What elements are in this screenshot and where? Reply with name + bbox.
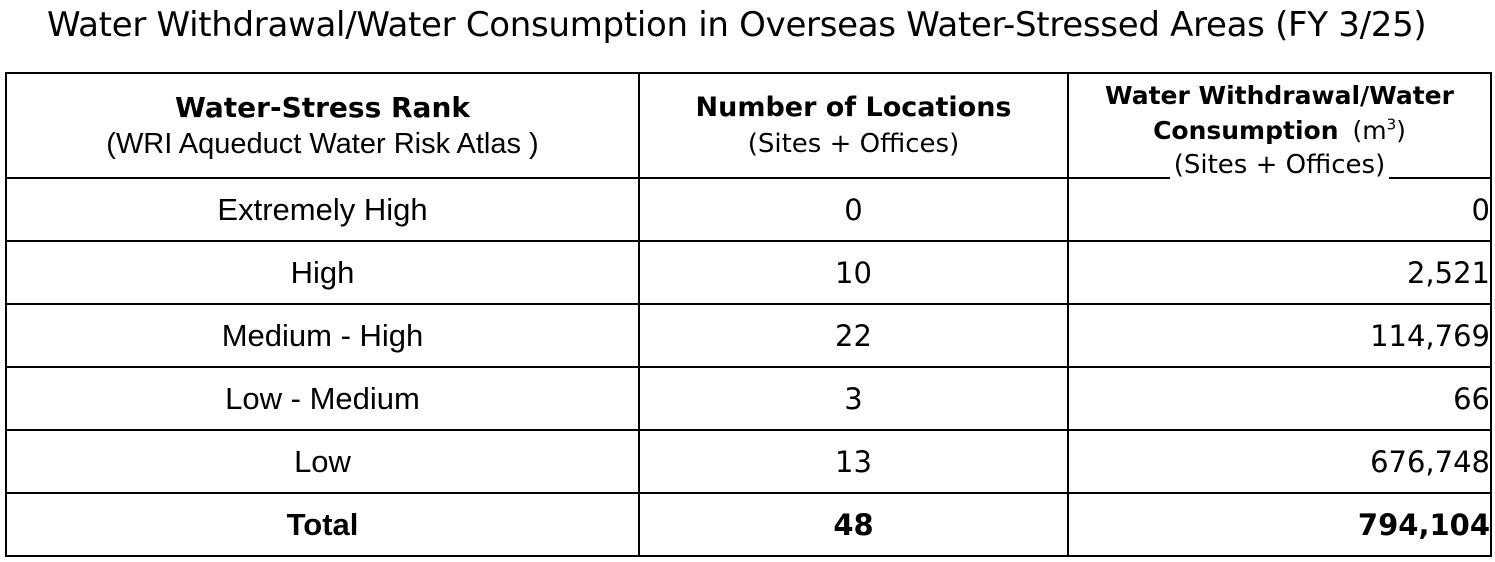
withdrawal-unit: (m3) [1352, 115, 1406, 145]
cell-rank: Low [5, 429, 640, 494]
rank-header-subtitle: (WRI Aqueduct Water Risk Atlas ) [106, 128, 539, 160]
column-header-rank: Water-Stress Rank (WRI Aqueduct Water Ri… [5, 72, 640, 179]
m3-superscript: 3 [1386, 115, 1397, 134]
cell-rank: Low - Medium [5, 366, 640, 431]
locations-header-subtitle: (Sites + Offices) [747, 129, 960, 159]
column-header-locations: Number of Locations (Sites + Offices) [638, 72, 1069, 179]
header-row: Water-Stress Rank (WRI Aqueduct Water Ri… [5, 72, 1492, 183]
column-header-withdrawal: Water Withdrawal/Water Consumption (m3) (… [1067, 72, 1492, 183]
table-row: High 10 2,521 [5, 240, 1492, 305]
cell-rank: Medium - High [5, 303, 640, 368]
rank-header-title: Water-Stress Rank [174, 91, 471, 124]
total-locations: 48 [638, 492, 1069, 557]
total-withdrawal: 794,104 [1067, 492, 1492, 557]
total-row: Total 48 794,104 [5, 492, 1492, 557]
page-title: Water Withdrawal/Water Consumption in Ov… [47, 5, 1427, 45]
cell-withdrawal: 114,769 [1067, 303, 1492, 368]
locations-header-title: Number of Locations [695, 92, 1012, 123]
table-row: Low 13 676,748 [5, 429, 1492, 494]
cell-locations: 0 [638, 177, 1069, 242]
withdrawal-header-title-line2: Consumption (m3) [1153, 115, 1406, 145]
cell-locations: 10 [638, 240, 1069, 305]
cell-rank: High [5, 240, 640, 305]
cell-locations: 13 [638, 429, 1069, 494]
table-row: Low - Medium 3 66 [5, 366, 1492, 431]
water-stress-table: Water-Stress Rank (WRI Aqueduct Water Ri… [5, 72, 1492, 557]
cell-locations: 3 [638, 366, 1069, 431]
table-row: Medium - High 22 114,769 [5, 303, 1492, 368]
withdrawal-header-subtitle: (Sites + Offices) [1169, 148, 1390, 183]
cell-locations: 22 [638, 303, 1069, 368]
cell-rank: Extremely High [5, 177, 640, 242]
cell-withdrawal: 2,521 [1067, 240, 1492, 305]
cell-withdrawal: 0 [1067, 177, 1492, 242]
cell-withdrawal: 676,748 [1067, 429, 1492, 494]
withdrawal-header-title-line1: Water Withdrawal/Water [1105, 81, 1454, 110]
table-row: Extremely High 0 0 [5, 177, 1492, 242]
total-label: Total [5, 492, 640, 557]
cell-withdrawal: 66 [1067, 366, 1492, 431]
